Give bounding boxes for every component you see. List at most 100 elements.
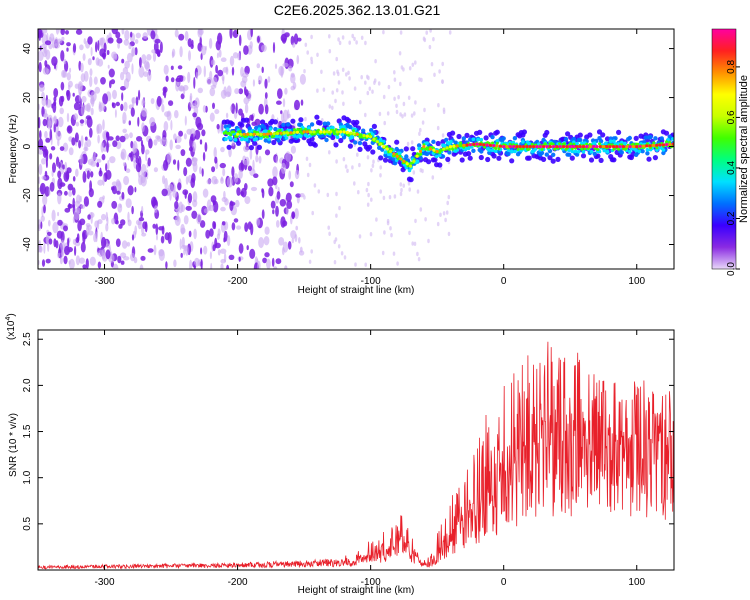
ridge-point [438,151,442,155]
noise-blob [264,149,271,156]
ridge-point [569,142,573,146]
noise-blob [161,137,167,142]
noise-blob [77,81,83,92]
noise-blob [225,66,229,75]
noise-blob [59,256,63,265]
noise-blob [308,259,312,264]
noise-blob [41,158,46,165]
noise-blob [140,255,146,261]
noise-blob [252,79,255,87]
noise-blob [194,257,200,267]
ridge-point [254,137,258,141]
y-tick-label: -40 [22,237,33,252]
ridge-peak [332,130,336,134]
noise-blob [328,150,331,155]
noise-blob [170,65,174,71]
noise-blob [96,123,103,134]
noise-blob [383,230,386,235]
noise-blob [121,58,125,64]
noise-blob [178,130,184,137]
ridge-peak [558,145,562,149]
noise-blob [220,258,226,264]
ridge-point [335,135,340,139]
noise-blob [48,238,53,245]
noise-blob [165,75,169,82]
noise-blob [356,152,359,157]
noise-blob [43,113,49,119]
ridge-point [371,123,377,129]
noise-blob [403,112,407,117]
noise-blob [331,105,334,111]
noise-blob [53,88,59,98]
ridge-point [382,157,389,163]
noise-blob [187,192,193,204]
noise-blob [105,163,108,172]
noise-blob [383,120,387,126]
noise-blob [304,116,307,122]
noise-blob [217,228,221,236]
ridge-peak [355,132,359,136]
noise-blob [153,197,156,207]
ridge-point [284,136,289,140]
noise-blob [183,166,188,177]
noise-blob [150,30,156,40]
noise-blob [226,235,231,247]
noise-blob [264,104,269,115]
noise-blob [192,141,197,153]
noise-blob [122,111,127,124]
x-tick-label: 100 [628,276,645,287]
ridge-peak [445,146,449,150]
noise-blob [117,255,122,264]
noise-blob [371,163,375,168]
noise-blob [107,159,110,171]
ridge-peak [428,147,433,151]
noise-blob [341,67,345,73]
noise-blob [72,43,77,53]
noise-blob [354,262,357,267]
noise-blob [211,166,216,173]
ridge-point [426,159,432,165]
noise-blob [353,86,357,91]
noise-blob [147,157,151,167]
noise-blob [174,29,179,38]
noise-blob [411,241,415,246]
noise-blob [63,171,70,182]
ridge-peak [665,143,669,147]
noise-blob [448,30,452,35]
noise-blob [60,231,65,243]
noise-blob [186,128,192,135]
noise-blob [121,191,125,200]
noise-blob [419,127,422,133]
ridge-point [450,130,456,136]
ridge-point [342,124,346,129]
noise-blob [221,74,225,81]
ridge-peak [305,130,309,134]
ridge-peak [548,145,552,149]
noise-blob [50,146,56,151]
noise-blob [90,46,93,57]
noise-blob [216,52,219,59]
spectrogram-marks [38,29,674,269]
ridge-point [491,141,494,145]
noise-blob [52,162,56,173]
noise-blob [67,237,70,247]
noise-blob [177,159,180,171]
ridge-point [325,121,331,126]
noise-blob [388,195,392,200]
noise-blob [261,66,264,74]
noise-blob [105,169,112,180]
noise-blob [153,139,158,146]
ridge-point [299,127,303,131]
ridge-point [572,142,576,146]
colorbar: 0.0 0.2 0.4 0.6 0.8 Normalized spectral ampl… [711,28,750,276]
noise-blob [267,178,274,187]
noise-blob [172,159,177,165]
noise-blob [142,32,148,40]
ridge-peak [422,145,426,149]
ridge-peak [329,130,333,134]
noise-blob [125,198,132,209]
ridge-point [592,151,597,156]
ridge-point [487,148,492,152]
ridge-point [367,144,373,150]
noise-blob [147,248,154,253]
